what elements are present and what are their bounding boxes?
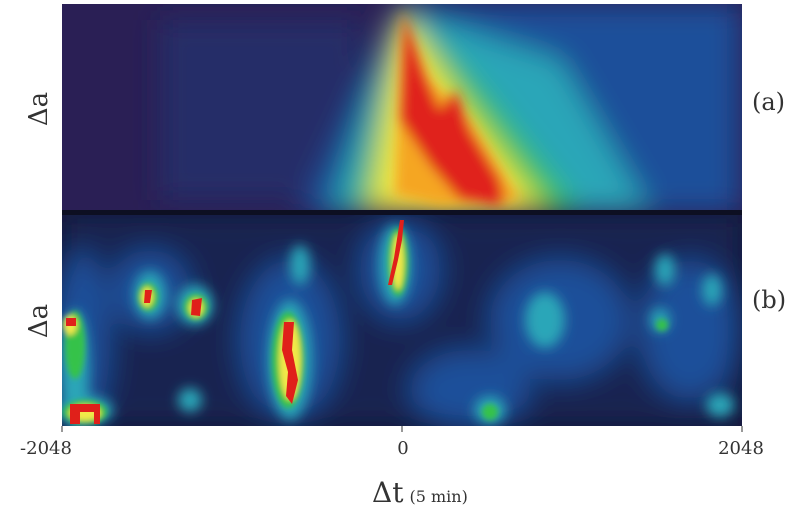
panel-b-label: (b) bbox=[752, 286, 787, 314]
x-axis-label: Δt (5 min) bbox=[372, 476, 468, 509]
x-tick-label-center: 0 bbox=[397, 438, 409, 459]
x-tick-marks bbox=[61, 426, 743, 432]
panel-b-ylabel: Δa bbox=[24, 303, 55, 339]
x-axis-symbol: Δt bbox=[372, 476, 404, 509]
x-axis-unit: (5 min) bbox=[409, 487, 468, 506]
panel-b-heatmap bbox=[62, 214, 742, 426]
panel-divider bbox=[62, 210, 742, 215]
panel-a-heatmap bbox=[62, 4, 742, 212]
panel-a-label: (a) bbox=[752, 88, 786, 116]
x-tick-label-right: 2048 bbox=[718, 438, 764, 459]
panel-a-ylabel: Δa bbox=[24, 91, 55, 127]
panel-b-red-spots bbox=[66, 220, 404, 424]
x-tick-label-left: -2048 bbox=[20, 438, 72, 459]
